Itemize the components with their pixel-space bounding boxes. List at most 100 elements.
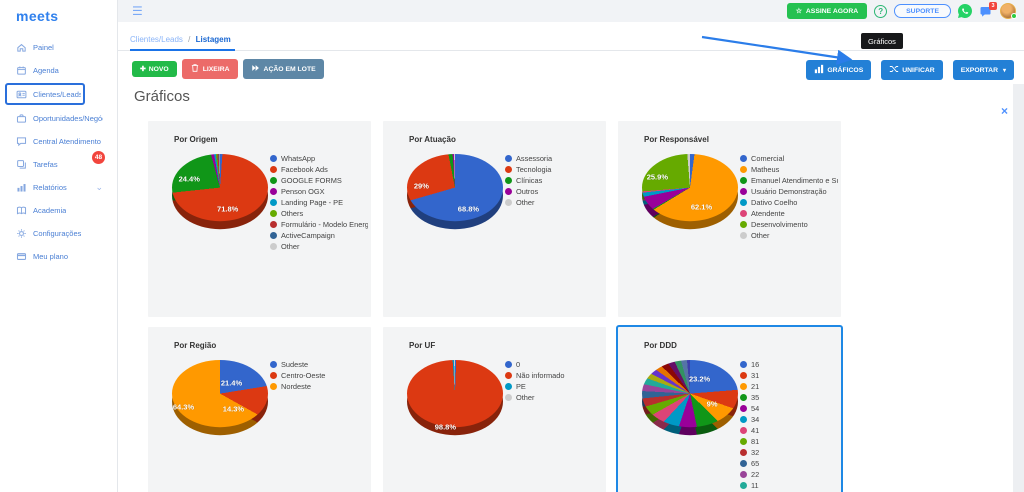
- suporte-button[interactable]: SUPORTE: [894, 4, 951, 18]
- chart-card-por-regi-o[interactable]: Por Região 21.4% 14.3% 64.3% Sudeste Centro-O…: [148, 327, 371, 492]
- legend-label: Outros: [516, 187, 539, 196]
- sidebar-item-tarefas[interactable]: Tarefas 48: [5, 151, 107, 174]
- sidebar-item-agenda[interactable]: Agenda: [5, 60, 107, 80]
- legend-dot: [505, 177, 512, 184]
- legend: Sudeste Centro-Oeste Nordeste: [270, 359, 368, 392]
- novo-button[interactable]: ✚ NOVO: [132, 61, 177, 77]
- legend: WhatsApp Facebook Ads GOOGLE FORMS Penson O…: [270, 153, 368, 252]
- sidebar-item-configura-es[interactable]: Configurações: [5, 223, 107, 243]
- legend-item: 65: [740, 458, 838, 469]
- menu-toggle-icon[interactable]: ☰: [132, 4, 143, 18]
- trash-icon: [190, 63, 200, 75]
- legend-item: Centro-Oeste: [270, 370, 368, 381]
- legend-dot: [505, 199, 512, 206]
- help-icon[interactable]: ?: [874, 4, 888, 18]
- legend-label: Others: [281, 209, 304, 218]
- online-status-dot: [1011, 13, 1017, 19]
- sidebar-item-label: Central Atendimento: [33, 136, 101, 146]
- sidebar-item-relat-rios[interactable]: Relatórios ⌄: [5, 177, 107, 197]
- legend-item: Other: [270, 241, 368, 252]
- exportar-button[interactable]: EXPORTAR ▾: [952, 60, 1014, 80]
- legend: 0 Não informado PE Other: [505, 359, 603, 403]
- chart-title: Por Responsável: [644, 135, 709, 144]
- sidebar-item-academia[interactable]: Academia: [5, 200, 107, 220]
- assine-agora-button[interactable]: ☆ ASSINE AGORA: [786, 3, 868, 19]
- legend-item: Matheus: [740, 164, 838, 175]
- charts-panel-head: ×: [130, 105, 1024, 117]
- actions-row: ✚ NOVO LIXEIRA AÇÃO EM LOTE GRÁFICOS: [132, 59, 1024, 80]
- sidebar-item-meu-plano[interactable]: Meu plano: [5, 246, 107, 266]
- sidebar-item-central-atendimento[interactable]: Central Atendimento: [5, 131, 107, 151]
- legend-label: 41: [751, 426, 760, 435]
- sidebar-item-clientes-leads[interactable]: Clientes/Leads: [5, 83, 85, 105]
- sidebar-item-oportunidades-neg-cios[interactable]: Oportunidades/Negócios: [5, 108, 107, 128]
- legend-dot: [270, 155, 277, 162]
- legend-item: Other: [505, 392, 603, 403]
- tasks-icon: [15, 158, 27, 170]
- home-icon: [15, 41, 27, 53]
- chart-card-por-uf[interactable]: Por UF 98.8% 0 Não informado PE Other: [383, 327, 606, 492]
- legend-label: WhatsApp: [281, 154, 316, 163]
- whatsapp-icon[interactable]: [958, 4, 972, 18]
- legend-dot: [270, 361, 277, 368]
- plus-icon: ✚: [140, 66, 146, 73]
- sidebar-item-painel[interactable]: Painel: [5, 37, 107, 57]
- pie-percent-label: 68.8%: [457, 204, 480, 214]
- topbar-right: ☆ ASSINE AGORA ? SUPORTE 3: [786, 1, 1017, 19]
- legend-item: Tecnologia: [505, 164, 603, 175]
- star-icon: ☆: [795, 8, 802, 15]
- legend-item: Other: [740, 230, 838, 241]
- legend-item: Landing Page - PE: [270, 197, 368, 208]
- main-area: ☰ ☆ ASSINE AGORA ? SUPORTE 3: [118, 0, 1024, 492]
- chart-card-por-respons-vel[interactable]: Por Responsável 62.1% 25.9% Comercial Matheu…: [618, 121, 841, 317]
- legend: Assessoria Tecnologia Clínicas Outros Other: [505, 153, 603, 208]
- book-icon: [15, 204, 27, 216]
- graficos-button[interactable]: GRÁFICOS: [806, 60, 872, 80]
- legend-dot: [740, 199, 747, 206]
- acao-em-lote-button[interactable]: AÇÃO EM LOTE: [242, 59, 324, 79]
- legend-label: Other: [516, 393, 535, 402]
- notifications-icon[interactable]: 3: [979, 1, 997, 18]
- legend-item: PE: [505, 381, 603, 392]
- chevron-down-icon: ⌄: [95, 182, 103, 192]
- breadcrumb-current[interactable]: Listagem: [195, 35, 231, 44]
- legend-item: 11: [740, 480, 838, 491]
- sidebar-item-label: Meu plano: [33, 251, 69, 261]
- chart-card-por-ddd[interactable]: Por DDD23.2%9%163121355434418132652211▲1…: [616, 325, 843, 492]
- legend-dot: [740, 188, 747, 195]
- pie-por-atua-o: 68.8% 29%: [407, 154, 503, 238]
- legend-item: Não informado: [505, 370, 603, 381]
- legend-label: 22: [751, 470, 760, 479]
- pie-percent-label: 98.8%: [434, 422, 457, 432]
- legend-dot: [740, 210, 747, 217]
- legend-item: Atendente: [740, 208, 838, 219]
- pie-percent-label: 64.3%: [172, 402, 195, 412]
- users-icon: [15, 88, 27, 100]
- legend-label: Other: [281, 242, 300, 251]
- unificar-button[interactable]: UNIFICAR: [881, 60, 943, 80]
- chart-card-por-atua-o[interactable]: Por Atuação 68.8% 29% Assessoria Tecnologia C…: [383, 121, 606, 317]
- avatar[interactable]: [1000, 3, 1017, 19]
- card-icon: [15, 250, 27, 262]
- legend-dot: [740, 177, 747, 184]
- chart-card-por-origem[interactable]: Por Origem 71.8% 24.4% WhatsApp Facebook Ads…: [148, 121, 371, 317]
- legend-dot: [270, 188, 277, 195]
- breadcrumb-parent[interactable]: Clientes/Leads: [130, 35, 183, 44]
- legend-label: Comercial: [751, 154, 785, 163]
- legend-item: Penson OGX: [270, 186, 368, 197]
- batch-action-icon: [251, 63, 261, 75]
- legend-item: Assessoria: [505, 153, 603, 164]
- legend-item: 34: [740, 414, 838, 425]
- legend-dot: [270, 383, 277, 390]
- pie-percent-label: 21.4%: [220, 378, 243, 388]
- legend-item: Dativo Coelho: [740, 197, 838, 208]
- breadcrumb-separator: /: [188, 35, 191, 44]
- close-charts-icon[interactable]: ×: [1000, 104, 1008, 118]
- calendar-icon: [15, 64, 27, 76]
- legend-label: Sudeste: [281, 360, 309, 369]
- legend-dot: [270, 199, 277, 206]
- legend-dot: [740, 155, 747, 162]
- pie-percent-label: 24.4%: [178, 174, 200, 184]
- lixeira-button[interactable]: LIXEIRA: [181, 59, 238, 79]
